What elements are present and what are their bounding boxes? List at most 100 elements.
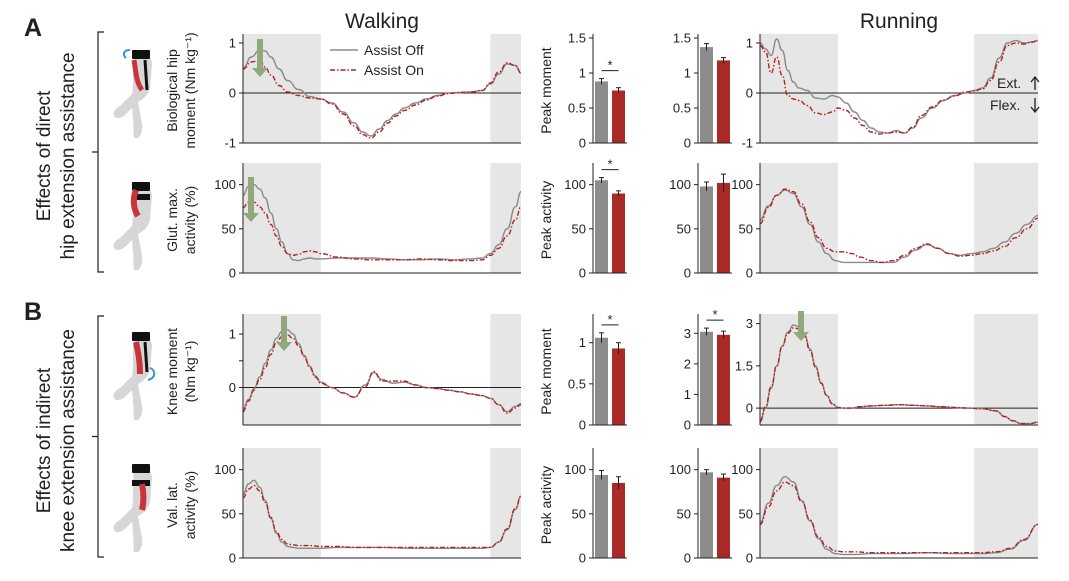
walking-line-r1-series-assist-off: [242, 183, 522, 262]
walking-bar-r0-significance-mark: *: [607, 58, 612, 73]
knee-assist-leg-icon-leg-shape: [113, 335, 152, 401]
running-line-r1-stance-shade: [974, 163, 1038, 273]
running-line-r1-series-assist-on: [759, 188, 1039, 264]
walking-line-r3-plot: [242, 448, 522, 559]
walking-line-r0-stance-shade: [243, 34, 321, 143]
walking-line-r1-y-tick-label: 50: [222, 221, 236, 236]
running-bar-r2-y-tick-label: 3: [684, 326, 691, 341]
running-line-r3-stance-shade: [974, 448, 1038, 558]
running-line-r3-y-tick-label: 50: [739, 506, 753, 521]
running-bar-r1-y-tick-label: 100: [669, 177, 691, 192]
walking-line-r3-y-tick-label: 50: [222, 506, 236, 521]
running-line-r2-y-tick-label: 0: [746, 401, 753, 416]
walking-line-r3-series-assist-on: [242, 484, 522, 549]
legend-label-assist-off: Assist Off: [364, 42, 424, 58]
running-bar-r2-significance-mark: *: [712, 307, 717, 322]
knee-assist-running-arrow-icon: [793, 311, 809, 341]
knee-assist-leg-icon-strap: [143, 341, 149, 373]
walking-bar-r1-y-tick-label: 0: [579, 266, 586, 281]
walking-bar-r0-y-tick-label: 1: [579, 66, 586, 81]
group-1-bracket: [92, 315, 104, 558]
panel-label-b: B: [24, 298, 42, 326]
knee-assist-leg-icon-shank-shape: [132, 384, 143, 420]
row-0-bar-ylabel: Peak moment: [538, 47, 554, 133]
running-bar-r1-y-tick-label: 50: [677, 221, 691, 236]
running-bar-r2-plot: *: [698, 307, 732, 426]
walking-line-r1-plot: [242, 163, 522, 274]
vastus-leg-icon-thigh-wrap: [132, 480, 150, 486]
ext-annotation: Ext.: [997, 75, 1021, 91]
walking-line-r0-stance-shade: [490, 34, 521, 143]
walking-line-r0-series-assist-on: [242, 59, 522, 139]
walking-line-r2-series-assist-on: [242, 334, 522, 414]
running-bar-r2-y-tick-label: 1: [684, 387, 691, 402]
walking-bar-r3-bar-assist-on: [612, 482, 625, 558]
running-line-r1-y-tick-label: 50: [739, 221, 753, 236]
walking-bar-r1-bar-assist-on: [612, 193, 625, 273]
walking-title: Walking: [345, 10, 419, 33]
walking-bar-r1-y-tick-label: 50: [572, 221, 586, 236]
glute-leg-icon-leg-shape: [113, 185, 152, 251]
walking-bar-r1-significance-mark: *: [607, 157, 612, 172]
walking-line-r1-stance-shade: [243, 163, 321, 273]
running-line-r2-y-tick-label: 1.5: [735, 358, 753, 373]
legend-label-assist-on: Assist On: [364, 62, 424, 78]
running-bar-r2-bar-assist-off: [700, 331, 713, 425]
running-line-r1-y-tick-label: 100: [731, 177, 753, 192]
row-3-ylabel-line-0: Val. lat.: [164, 482, 180, 528]
running-line-r1-y-tick-label: 0: [746, 266, 753, 281]
walking-line-r3-y-tick-label: 100: [214, 462, 236, 477]
walking-bar-r0-bar-assist-off: [595, 81, 608, 143]
walking-bar-r2-bar-assist-on: [612, 348, 625, 425]
glute-leg-icon-shank-shape: [132, 234, 143, 270]
hip-assist-leg-icon-muscle: [131, 59, 145, 92]
row-3-ylabel-line-1: activity (%): [182, 471, 198, 539]
running-bar-r3-bar-assist-off: [700, 472, 713, 558]
running-bar-r3-y-tick-label: 50: [677, 506, 691, 521]
running-bar-r0-y-tick-label: 0: [684, 136, 691, 151]
knee-assist-leg-icon-muscle: [133, 341, 143, 375]
walking-line-r2-plot: [242, 314, 522, 426]
walking-line-r0-plot: [242, 34, 522, 144]
row-1-ylabel-line-0: Glut. max.: [164, 188, 180, 252]
knee-assist-leg-icon: [113, 332, 156, 420]
walking-bar-r2-y-tick-label: 0: [579, 418, 586, 433]
running-bar-r2-y-tick-label: 0: [684, 418, 691, 433]
panel-label-a: A: [24, 14, 42, 42]
running-line-r3-stance-shade: [760, 448, 838, 558]
running-bar-r0-y-tick-label: 0.5: [673, 101, 691, 116]
walking-bar-r2-significance-mark: *: [607, 312, 612, 327]
vastus-leg-icon-muscle: [139, 483, 147, 511]
running-line-r0-y-tick-label: 0: [746, 86, 753, 101]
walking-line-r1-stance-shade: [490, 163, 521, 273]
running-bar-r2-y-tick-label: 2: [684, 356, 691, 371]
walking-line-r0-y-tick-label: 0: [229, 86, 236, 101]
walking-bar-r2-plot: *: [593, 312, 627, 426]
running-bar-r3-y-tick-label: 0: [684, 551, 691, 566]
chart-layer: -101*00.511.500.511.5-101050100*05010005…: [24, 10, 1040, 566]
running-bar-r0-y-tick-label: 1: [684, 66, 691, 81]
vastus-leg-icon-exosuit-belt: [132, 464, 150, 473]
walking-line-r0-y-tick-label: 1: [229, 36, 236, 51]
walking-bar-r2-y-tick-label: 1: [579, 335, 586, 350]
running-bar-r3-plot: [698, 469, 732, 559]
walking-line-r0-y-tick-label: -1: [224, 136, 236, 151]
running-bar-r0-y-tick-label: 1.5: [673, 31, 691, 46]
running-bar-r1-y-tick-label: 0: [684, 266, 691, 281]
walking-line-r3-stance-shade: [490, 448, 521, 558]
running-line-r0-y-tick-label: 1: [746, 36, 753, 51]
hip-assist-arrow-icon: [252, 39, 268, 77]
group-0-label-line-0: Effects of direct: [34, 90, 55, 221]
hip-assist-leg-icon-shank-shape: [132, 102, 143, 138]
running-line-r1-stance-shade: [760, 163, 838, 273]
knee-assist-leg-icon-exosuit-belt: [132, 332, 150, 341]
walking-bar-r0-y-tick-label: 0: [579, 136, 586, 151]
glute-leg-icon-thigh-wrap: [132, 194, 150, 200]
group-0-label-line-1: hip extension assistance: [58, 52, 79, 259]
glute-leg-icon: [113, 182, 152, 270]
walking-bar-r1-y-tick-label: 100: [564, 177, 586, 192]
group-1-label-line-0: Effects of indirect: [34, 367, 55, 513]
running-bar-r0-bar-assist-on: [717, 60, 730, 143]
